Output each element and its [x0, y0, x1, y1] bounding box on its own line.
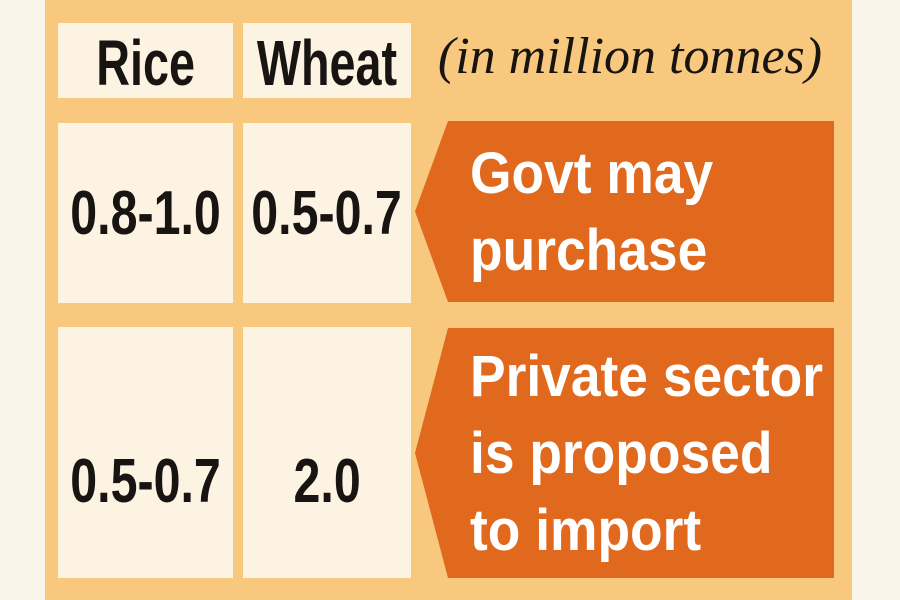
unit-note: (in million tonnes)	[437, 27, 823, 85]
cell-rice-govt-purchase: 0.8-1.0	[58, 123, 233, 303]
cell-wheat-govt-purchase: 0.5-0.7	[243, 123, 411, 303]
column-header-wheat: Wheat	[243, 23, 411, 99]
cell-wheat-private-import: 2.0	[243, 327, 411, 578]
wheat-govt-purchase-value: 0.5-0.7	[251, 178, 403, 248]
rice-private-import-value: 0.5-0.7	[70, 446, 221, 516]
banner-govt-purchase-line-2: purchase	[470, 217, 708, 283]
callout-banner-private-import: Private sector is proposed to import	[415, 328, 834, 578]
grain-procurement-infographic: (in million tonnes) Rice Wheat 0.8-1.0 0…	[45, 0, 852, 600]
rice-header-label: Rice	[96, 27, 195, 99]
banner-private-import-line-3: to import	[470, 497, 702, 563]
banner-govt-purchase-line-1: Govt may	[470, 140, 714, 206]
callout-banner-govt-purchase: Govt may purchase	[415, 121, 834, 302]
column-header-rice: Rice	[58, 23, 233, 99]
banner-private-import-line-1: Private sector	[470, 343, 823, 409]
wheat-header-label: Wheat	[256, 27, 398, 99]
rice-govt-purchase-value: 0.8-1.0	[70, 178, 221, 248]
wheat-private-import-value: 2.0	[293, 446, 361, 516]
cell-rice-private-import: 0.5-0.7	[58, 327, 233, 578]
banner-private-import-line-2: is proposed	[470, 420, 773, 486]
